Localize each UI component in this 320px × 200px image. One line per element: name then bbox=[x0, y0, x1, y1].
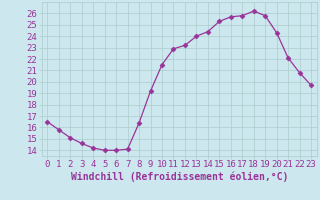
X-axis label: Windchill (Refroidissement éolien,°C): Windchill (Refroidissement éolien,°C) bbox=[70, 172, 288, 182]
